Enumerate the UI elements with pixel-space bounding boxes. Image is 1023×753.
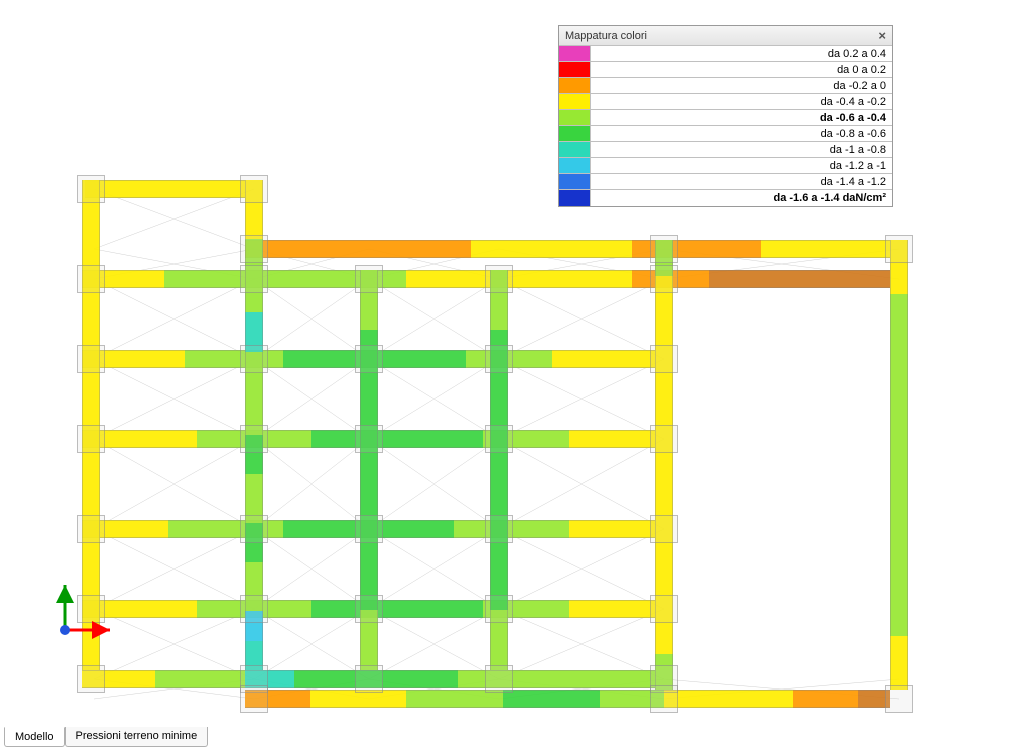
legend-row[interactable]: da -0.4 a -0.2 bbox=[559, 94, 892, 110]
legend-swatch bbox=[559, 78, 591, 93]
legend-label: da 0.2 a 0.4 bbox=[591, 46, 892, 61]
legend-row[interactable]: da -1.4 a -1.2 bbox=[559, 174, 892, 190]
structural-node[interactable] bbox=[77, 425, 105, 453]
structural-node[interactable] bbox=[240, 595, 268, 623]
structural-node[interactable] bbox=[650, 595, 678, 623]
structural-node[interactable] bbox=[885, 685, 913, 713]
structural-node[interactable] bbox=[240, 345, 268, 373]
legend-swatch bbox=[559, 62, 591, 77]
structural-node[interactable] bbox=[485, 425, 513, 453]
legend-label: da -0.8 a -0.6 bbox=[591, 126, 892, 141]
legend-swatch bbox=[559, 174, 591, 189]
beam[interactable] bbox=[890, 240, 908, 690]
beam[interactable] bbox=[82, 670, 245, 688]
structural-node[interactable] bbox=[240, 265, 268, 293]
structural-node[interactable] bbox=[485, 515, 513, 543]
tab-modello[interactable]: Modello bbox=[4, 727, 65, 747]
structural-node[interactable] bbox=[240, 515, 268, 543]
structural-node[interactable] bbox=[485, 345, 513, 373]
legend-label: da -0.2 a 0 bbox=[591, 78, 892, 93]
structural-node[interactable] bbox=[240, 685, 268, 713]
structural-node[interactable] bbox=[485, 265, 513, 293]
legend-label: da -1.2 a -1 bbox=[591, 158, 892, 173]
legend-swatch bbox=[559, 94, 591, 109]
color-legend-panel[interactable]: Mappatura colori × da 0.2 a 0.4da 0 a 0.… bbox=[558, 25, 893, 207]
structural-node[interactable] bbox=[77, 265, 105, 293]
structural-node[interactable] bbox=[650, 515, 678, 543]
structural-node[interactable] bbox=[355, 665, 383, 693]
legend-titlebar[interactable]: Mappatura colori × bbox=[559, 26, 892, 46]
structural-node[interactable] bbox=[650, 235, 678, 263]
structural-node[interactable] bbox=[355, 345, 383, 373]
beam[interactable] bbox=[82, 270, 245, 288]
structural-node[interactable] bbox=[355, 265, 383, 293]
structural-node[interactable] bbox=[650, 685, 678, 713]
structural-node[interactable] bbox=[650, 265, 678, 293]
legend-label: da -1.6 a -1.4 daN/cm² bbox=[591, 190, 892, 206]
legend-swatch bbox=[559, 126, 591, 141]
beam[interactable] bbox=[245, 240, 890, 258]
structural-node[interactable] bbox=[77, 515, 105, 543]
beam[interactable] bbox=[85, 180, 245, 198]
structural-node[interactable] bbox=[77, 175, 105, 203]
legend-row[interactable]: da -0.6 a -0.4 bbox=[559, 110, 892, 126]
beam[interactable] bbox=[245, 670, 655, 688]
legend-swatch bbox=[559, 110, 591, 125]
legend-label: da 0 a 0.2 bbox=[591, 62, 892, 77]
legend-swatch bbox=[559, 190, 591, 206]
legend-row[interactable]: da -1.6 a -1.4 daN/cm² bbox=[559, 190, 892, 206]
legend-label: da -1 a -0.8 bbox=[591, 142, 892, 157]
structural-node[interactable] bbox=[77, 665, 105, 693]
legend-swatch bbox=[559, 46, 591, 61]
legend-row[interactable]: da 0.2 a 0.4 bbox=[559, 46, 892, 62]
legend-title-text: Mappatura colori bbox=[565, 30, 647, 42]
legend-swatch bbox=[559, 158, 591, 173]
view-tabs: ModelloPressioni terreno minime bbox=[4, 727, 208, 747]
structural-node[interactable] bbox=[240, 425, 268, 453]
legend-label: da -0.6 a -0.4 bbox=[591, 110, 892, 125]
structural-node[interactable] bbox=[77, 345, 105, 373]
structural-node[interactable] bbox=[355, 515, 383, 543]
structural-node[interactable] bbox=[355, 595, 383, 623]
structural-node[interactable] bbox=[485, 665, 513, 693]
legend-label: da -1.4 a -1.2 bbox=[591, 174, 892, 189]
structural-node[interactable] bbox=[650, 425, 678, 453]
structural-node[interactable] bbox=[240, 235, 268, 263]
structural-node[interactable] bbox=[650, 345, 678, 373]
structural-node[interactable] bbox=[885, 235, 913, 263]
structural-node[interactable] bbox=[240, 175, 268, 203]
legend-row[interactable]: da -0.2 a 0 bbox=[559, 78, 892, 94]
legend-label: da -0.4 a -0.2 bbox=[591, 94, 892, 109]
close-icon[interactable]: × bbox=[878, 28, 886, 43]
legend-row[interactable]: da 0 a 0.2 bbox=[559, 62, 892, 78]
tab-pressioni-terreno-minime[interactable]: Pressioni terreno minime bbox=[65, 727, 209, 747]
structural-node[interactable] bbox=[485, 595, 513, 623]
beam[interactable] bbox=[245, 270, 890, 288]
axis-indicator bbox=[50, 575, 130, 645]
legend-row[interactable]: da -1.2 a -1 bbox=[559, 158, 892, 174]
structural-node[interactable] bbox=[355, 425, 383, 453]
beam[interactable] bbox=[245, 690, 890, 708]
legend-row[interactable]: da -1 a -0.8 bbox=[559, 142, 892, 158]
legend-row[interactable]: da -0.8 a -0.6 bbox=[559, 126, 892, 142]
legend-swatch bbox=[559, 142, 591, 157]
